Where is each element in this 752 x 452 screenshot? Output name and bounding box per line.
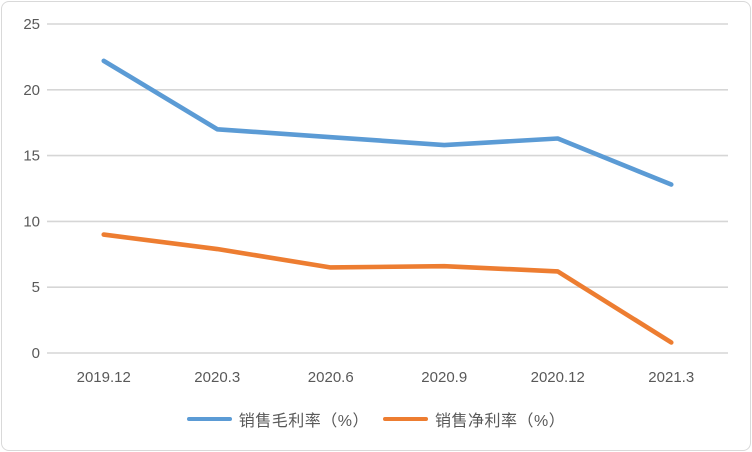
chart-legend: 销售毛利率（%） 销售净利率（%） [2,405,750,433]
series-line-1 [101,232,674,345]
legend-label-gross-margin: 销售毛利率（%） [238,413,369,430]
legend-line-swatch-net-margin [383,416,428,422]
y-tick-label-0: 0 [32,345,40,362]
legend-label-net-margin: 销售净利率（%） [435,413,566,430]
x-tick-label-2019.12: 2019.12 [77,369,131,386]
legend-line-swatch-gross-margin [186,416,232,422]
legend-item-gross-margin: 销售毛利率（%） [186,407,369,431]
y-tick-label-10: 10 [23,213,40,230]
legend-item-net-margin: 销售净利率（%） [383,407,565,431]
y-tick-label-15: 15 [23,148,40,165]
x-tick-label-2020.6: 2020.6 [308,369,354,386]
y-tick-label-25: 25 [23,16,40,33]
series-line-0 [101,58,674,187]
y-tick-label-5: 5 [32,279,40,296]
y-tick-label-20: 20 [23,82,40,99]
x-tick-label-2020.3: 2020.3 [194,369,240,386]
x-tick-label-2020.12: 2020.12 [531,369,585,386]
x-tick-label-2020.9: 2020.9 [421,369,467,386]
x-tick-label-2021.3: 2021.3 [648,369,694,386]
